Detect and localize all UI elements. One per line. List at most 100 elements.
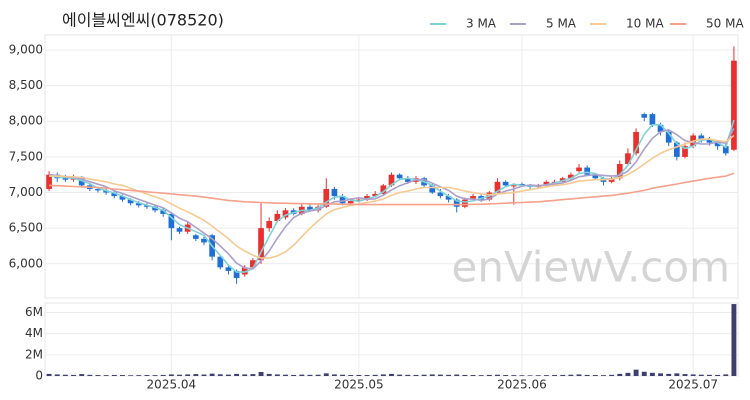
volume-bar — [217, 374, 223, 376]
volume-bar — [380, 374, 386, 376]
candle-body — [592, 174, 599, 179]
volume-bar — [486, 374, 492, 376]
candle-body — [543, 181, 550, 186]
candle-body — [698, 135, 705, 140]
candle-body — [510, 185, 517, 187]
volume-bar — [568, 374, 574, 376]
candle-body — [616, 164, 623, 179]
y-tick-label: 6,500 — [9, 221, 43, 235]
candle-body — [250, 260, 256, 268]
volume-bar — [576, 374, 582, 376]
candle-body — [225, 267, 232, 271]
volume-bar — [478, 375, 484, 376]
candle-body — [380, 185, 387, 194]
volume-bar — [225, 374, 231, 376]
candle-body — [127, 199, 134, 204]
candle-body — [160, 210, 167, 214]
candle-body — [144, 205, 150, 207]
candle-body — [641, 114, 648, 118]
legend-label: 3 MA — [466, 17, 497, 31]
candle-body — [364, 196, 370, 200]
candle-body — [396, 174, 403, 179]
candle-body — [372, 193, 379, 197]
volume-bar — [307, 374, 313, 376]
x-tick-label: 2025.05 — [334, 378, 384, 392]
volume-bar — [234, 373, 240, 376]
volume-bar — [405, 374, 411, 376]
volume-bar — [87, 374, 93, 376]
volume-bar — [111, 374, 117, 376]
volume-bar — [258, 371, 264, 376]
volume-bar — [168, 374, 174, 376]
y-tick-label: 6,000 — [9, 256, 43, 270]
candle-body — [258, 228, 264, 261]
volume-bar — [511, 375, 517, 376]
candle-body — [192, 235, 199, 239]
candle-body — [46, 174, 52, 189]
volume-bar — [364, 375, 370, 376]
volume-bar — [601, 375, 606, 376]
volume-bar — [503, 375, 509, 376]
candle-body — [347, 201, 354, 204]
volume-bar — [54, 374, 60, 376]
volume-bar — [413, 374, 419, 376]
volume-bar — [372, 374, 378, 376]
volume-bar — [152, 375, 158, 376]
candle-body — [282, 210, 289, 218]
volume-bar — [79, 374, 85, 376]
volume-bar — [462, 374, 468, 376]
candle-body — [95, 188, 101, 191]
volume-bar — [690, 374, 696, 376]
candle-body — [152, 206, 158, 211]
candle-body — [576, 167, 582, 172]
volume-bar — [71, 374, 76, 376]
volume-bar — [291, 374, 297, 376]
candle-body — [241, 267, 248, 275]
volume-bar — [348, 375, 354, 376]
volume-bar — [421, 374, 427, 376]
volume-bar — [560, 374, 566, 376]
candle-body — [453, 199, 460, 207]
volume-bar — [446, 374, 452, 376]
volume-bar — [250, 374, 256, 376]
x-tick-label: 2025.07 — [668, 378, 718, 392]
candle-body — [649, 114, 656, 125]
candle-body — [673, 142, 680, 157]
volume-panel — [44, 302, 739, 377]
candle-body — [217, 256, 224, 268]
volume-bar — [340, 374, 346, 376]
volume-bar — [242, 374, 248, 376]
candle-body — [722, 146, 729, 154]
candle-body — [731, 60, 737, 150]
volume-bar — [299, 374, 305, 376]
y-tick-label: 2M — [25, 347, 43, 361]
candle-body — [568, 174, 574, 179]
volume-bar — [389, 373, 394, 376]
y-tick-label: 0 — [35, 369, 43, 383]
watermark: enViewV.com — [452, 243, 731, 292]
candle-body — [135, 203, 142, 206]
volume-bar — [543, 375, 549, 376]
candle-body — [437, 192, 444, 197]
candle-body — [625, 153, 631, 165]
volume-bar — [193, 374, 199, 376]
volume-bar — [266, 373, 272, 376]
candle-body — [494, 181, 501, 193]
candle-body — [584, 167, 591, 175]
volume-bar — [609, 374, 615, 376]
candle-body — [445, 196, 452, 200]
candle-body — [168, 213, 175, 229]
legend-label: 10 MA — [626, 17, 664, 31]
candle-body — [233, 270, 240, 279]
x-tick-label: 2025.04 — [147, 378, 197, 392]
candle-body — [682, 146, 688, 157]
candle-body — [657, 124, 664, 132]
volume-bar — [698, 374, 704, 376]
candle-body — [331, 188, 338, 197]
x-tick-label: 2025.06 — [497, 378, 547, 392]
volume-bar — [315, 374, 321, 376]
volume-bar — [323, 373, 329, 376]
candle-body — [111, 192, 118, 197]
candle-body — [714, 142, 721, 147]
y-tick-label: 7,500 — [9, 149, 43, 163]
